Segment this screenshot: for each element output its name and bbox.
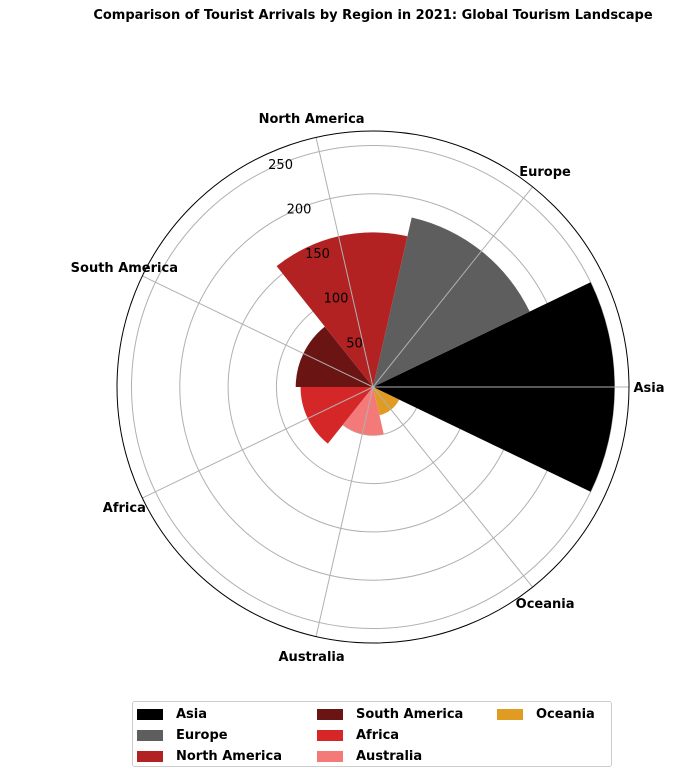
legend-swatch: [317, 750, 343, 762]
legend-item-asia: Asia: [137, 705, 207, 723]
bar-north-america: [276, 232, 408, 387]
legend-label: Asia: [176, 706, 208, 722]
spokes-layer: [142, 137, 629, 637]
legend-label: South America: [356, 706, 464, 722]
spoke-north-america: [315, 137, 374, 388]
radial-tick-200: 200: [287, 202, 312, 217]
legend-item-north-america: North America: [137, 747, 282, 765]
legend-swatch: [137, 750, 163, 762]
legend-item-africa: Africa: [317, 726, 399, 744]
category-label-south-america: South America: [71, 261, 178, 276]
spoke-south-america: [142, 275, 374, 388]
chart-title: Comparison of Tourist Arrivals by Region…: [93, 8, 653, 23]
legend-swatch: [137, 729, 163, 741]
spoke-europe: [372, 186, 534, 388]
polar-frame: [116, 130, 630, 644]
radial-tick-labels: 50 100 150 200 250: [268, 158, 363, 352]
category-label-asia: Asia: [633, 381, 664, 396]
legend-label: Africa: [356, 727, 400, 743]
legend-label: Australia: [356, 748, 423, 764]
spoke-oceania: [372, 386, 534, 588]
spoke-australia: [315, 386, 374, 637]
spoke-africa: [142, 386, 374, 499]
bar-oceania: [373, 387, 400, 416]
radial-tick-250: 250: [268, 158, 293, 173]
legend-item-australia: Australia: [317, 747, 422, 765]
radial-tick-150: 150: [305, 247, 330, 262]
bar-africa: [300, 387, 373, 444]
legend-label: North America: [176, 748, 282, 764]
category-labels: Asia Europe North America South America Afri…: [71, 112, 665, 665]
radial-tick-50: 50: [346, 336, 363, 351]
category-label-africa: Africa: [103, 501, 146, 516]
legend-item-europe: Europe: [137, 726, 228, 744]
legend-swatch: [497, 708, 523, 720]
legend-swatch: [317, 729, 343, 741]
radial-tick-100: 100: [324, 292, 349, 307]
legend-label: Oceania: [536, 706, 595, 722]
legend-label: Europe: [176, 727, 228, 743]
bar-europe: [373, 217, 530, 387]
legend-swatch: [317, 708, 343, 720]
legend-item-oceania: Oceania: [497, 705, 595, 723]
category-label-australia: Australia: [279, 650, 345, 665]
legend-item-south-america: South America: [317, 705, 463, 723]
bar-australia: [342, 387, 384, 436]
category-label-europe: Europe: [519, 165, 571, 180]
legend-swatch: [137, 708, 163, 720]
polar-chart: 50 100 150 200 250 Asia Europe North America So…: [71, 112, 665, 665]
bar-south-america: [295, 326, 373, 387]
category-label-oceania: Oceania: [516, 597, 575, 612]
legend: Asia Europe North America South America Afri…: [132, 701, 612, 767]
category-label-north-america: North America: [259, 112, 365, 127]
